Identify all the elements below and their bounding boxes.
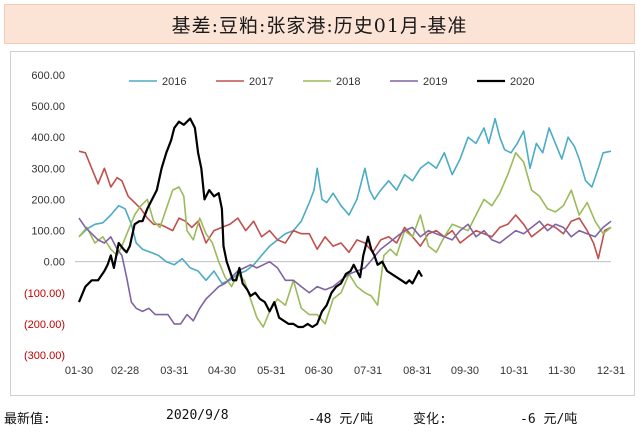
latest-date: 2020/9/8: [166, 408, 229, 423]
x-tick-label: 03-31: [160, 365, 188, 377]
series-line-2019: [78, 217, 612, 325]
x-tick-label: 09-30: [451, 365, 479, 377]
x-tick-label: 01-30: [65, 365, 93, 377]
y-tick-label: (100.00): [24, 288, 65, 300]
latest-label: 最新值:: [4, 412, 51, 427]
x-tick-label: 08-31: [403, 365, 431, 377]
series-line-2018: [78, 152, 612, 328]
legend-label-2020: 2020: [510, 76, 534, 88]
change-value: -6 元/吨: [520, 412, 578, 427]
x-tick-label: 04-30: [208, 365, 236, 377]
legend-label-2019: 2019: [423, 76, 447, 88]
legend-label-2016: 2016: [162, 76, 186, 88]
x-tick-label: 11-30: [548, 365, 575, 377]
y-tick-label: (200.00): [24, 319, 65, 331]
y-tick-label: 200.00: [31, 194, 65, 206]
line-chart: 600.00 500.00 400.00 300.00 200.00 100.00 0.00…: [24, 70, 625, 377]
x-tick-label: 10-31: [500, 365, 528, 377]
legend-label-2018: 2018: [336, 76, 360, 88]
x-tick-label: 05-31: [257, 365, 285, 377]
x-tick-label: 02-28: [111, 365, 139, 377]
latest-value: -48 元/吨: [308, 412, 374, 427]
series-line-2017: [78, 150, 612, 260]
y-tick-label: 100.00: [31, 226, 65, 238]
y-tick-label: 500.00: [31, 101, 65, 113]
x-tick-label: 12-31: [597, 365, 625, 377]
y-tick-label: 400.00: [31, 132, 65, 144]
y-tick-label: 600.00: [31, 70, 65, 82]
x-tick-label: 07-31: [354, 365, 382, 377]
change-label: 变化:: [413, 412, 447, 427]
x-tick-label: 06-30: [305, 365, 333, 377]
footer-stats: 最新值: 2020/9/8 -48 元/吨 变化: -6 元/吨: [0, 404, 641, 434]
legend-label-2017: 2017: [249, 76, 273, 88]
chart-frame: 600.00 500.00 400.00 300.00 200.00 100.00 0.00…: [10, 51, 635, 396]
series-line-2016: [78, 117, 612, 285]
chart-title: 基差:豆粕:张家港:历史01月-基准: [171, 14, 468, 37]
title-bar: 基差:豆粕:张家港:历史01月-基准: [4, 4, 635, 44]
y-tick-label: (300.00): [24, 350, 65, 362]
y-tick-label: 300.00: [31, 163, 65, 175]
y-tick-label: 0.00: [44, 257, 65, 269]
series-line-2020: [77, 117, 423, 329]
